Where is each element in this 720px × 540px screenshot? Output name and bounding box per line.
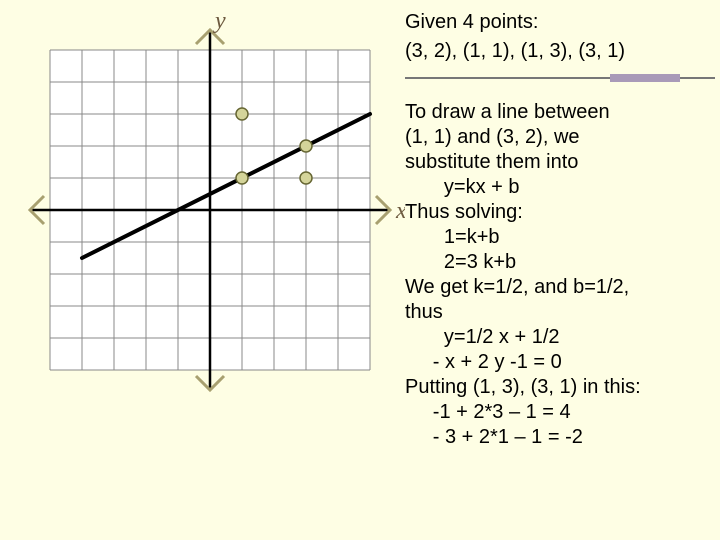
coordinate-graph: yx (15, 15, 395, 395)
divider-thick (610, 74, 680, 82)
body-text: To draw a line between (1, 1) and (3, 2)… (405, 100, 715, 450)
section-divider (405, 74, 715, 86)
header-line-1: Given 4 points: (405, 10, 715, 35)
header-line-2: (3, 2), (1, 1), (1, 3), (3, 1) (405, 39, 715, 64)
svg-text:y: y (213, 15, 226, 34)
graph-svg: yx (15, 15, 405, 405)
explanation-panel: Given 4 points: (3, 2), (1, 1), (1, 3), … (405, 10, 715, 450)
svg-text:x: x (395, 198, 405, 224)
